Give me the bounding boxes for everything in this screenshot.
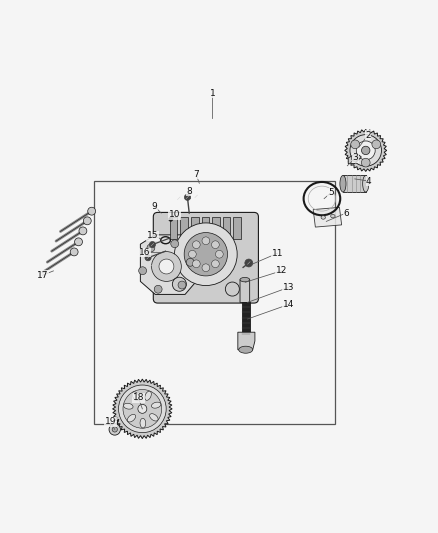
Polygon shape	[240, 280, 250, 302]
Circle shape	[351, 140, 360, 149]
Text: 13: 13	[283, 283, 294, 292]
Text: 3: 3	[353, 154, 359, 163]
Circle shape	[112, 427, 117, 432]
Ellipse shape	[331, 214, 335, 218]
Ellipse shape	[140, 418, 146, 428]
Circle shape	[184, 232, 228, 276]
Circle shape	[184, 194, 191, 200]
Polygon shape	[313, 207, 342, 227]
Bar	[170, 217, 177, 239]
Circle shape	[169, 217, 173, 221]
Circle shape	[212, 260, 219, 268]
Circle shape	[147, 244, 155, 252]
Ellipse shape	[240, 278, 250, 282]
Text: 8: 8	[187, 187, 193, 196]
Bar	[223, 217, 230, 239]
Polygon shape	[348, 154, 361, 164]
Circle shape	[245, 259, 253, 267]
Text: 15: 15	[147, 231, 158, 240]
Ellipse shape	[145, 391, 151, 400]
Ellipse shape	[132, 392, 139, 401]
Ellipse shape	[127, 414, 136, 422]
Text: 7: 7	[193, 170, 199, 179]
Circle shape	[192, 260, 200, 268]
Circle shape	[88, 207, 95, 215]
FancyBboxPatch shape	[153, 213, 258, 303]
Circle shape	[152, 252, 181, 281]
Circle shape	[79, 227, 87, 235]
Circle shape	[123, 390, 162, 428]
Ellipse shape	[124, 403, 133, 409]
Text: 14: 14	[283, 300, 294, 309]
Circle shape	[192, 241, 200, 248]
Text: 16: 16	[139, 248, 150, 257]
Circle shape	[74, 238, 82, 246]
Bar	[94, 181, 335, 424]
Ellipse shape	[239, 346, 253, 353]
Text: 10: 10	[169, 211, 180, 219]
Circle shape	[361, 146, 370, 155]
Circle shape	[119, 385, 166, 433]
Ellipse shape	[152, 402, 161, 408]
Text: 11: 11	[272, 249, 283, 258]
Text: 5: 5	[328, 189, 334, 197]
Circle shape	[186, 259, 194, 266]
Polygon shape	[140, 235, 196, 294]
Text: 1: 1	[209, 89, 215, 98]
Ellipse shape	[321, 216, 325, 219]
Ellipse shape	[363, 175, 369, 192]
Circle shape	[83, 217, 91, 225]
Text: 2: 2	[365, 131, 371, 140]
Circle shape	[361, 158, 370, 167]
Text: 17: 17	[37, 271, 48, 280]
Circle shape	[351, 155, 358, 161]
Circle shape	[109, 424, 120, 435]
Circle shape	[174, 223, 237, 286]
Bar	[212, 217, 220, 239]
Ellipse shape	[340, 175, 346, 192]
Circle shape	[159, 259, 174, 274]
Circle shape	[350, 135, 381, 166]
Circle shape	[172, 277, 187, 291]
Polygon shape	[345, 130, 387, 172]
Circle shape	[139, 266, 147, 274]
Circle shape	[356, 141, 375, 160]
Text: 12: 12	[276, 266, 287, 276]
Bar	[191, 217, 198, 239]
Ellipse shape	[150, 414, 158, 421]
Text: 9: 9	[151, 201, 157, 211]
Circle shape	[372, 140, 381, 149]
Circle shape	[212, 241, 219, 248]
Circle shape	[202, 264, 210, 272]
Circle shape	[138, 405, 147, 413]
Bar	[180, 217, 188, 239]
Circle shape	[202, 237, 210, 245]
Bar	[343, 175, 366, 192]
Circle shape	[178, 281, 186, 289]
Bar	[242, 302, 250, 334]
Circle shape	[171, 240, 179, 248]
Bar	[233, 217, 241, 239]
Text: 4: 4	[366, 176, 371, 185]
Bar	[201, 217, 209, 239]
Text: 18: 18	[133, 393, 144, 402]
Polygon shape	[238, 332, 255, 350]
Circle shape	[225, 282, 239, 296]
Circle shape	[149, 241, 155, 248]
Text: 6: 6	[343, 208, 349, 217]
Circle shape	[145, 255, 151, 261]
Circle shape	[70, 248, 78, 256]
Circle shape	[215, 251, 223, 258]
Text: 19: 19	[105, 417, 116, 426]
Circle shape	[154, 285, 162, 293]
Polygon shape	[113, 379, 172, 439]
Circle shape	[188, 251, 196, 258]
